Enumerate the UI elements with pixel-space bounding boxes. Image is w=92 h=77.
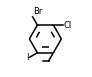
Text: Cl: Cl (63, 21, 71, 29)
Text: Br: Br (33, 7, 42, 16)
Text: I: I (26, 53, 29, 62)
